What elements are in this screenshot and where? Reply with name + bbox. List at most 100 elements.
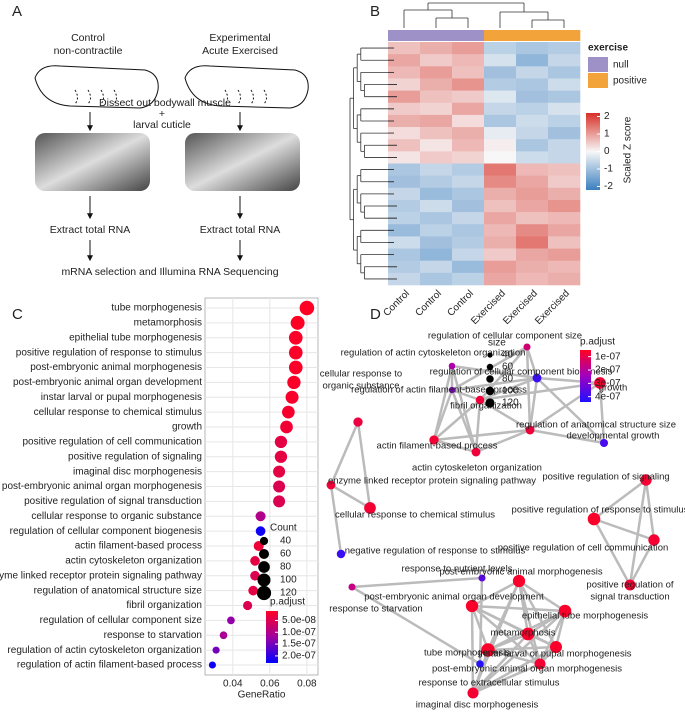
heat-cell xyxy=(484,199,517,213)
step-label: Dissect out bodywall muscle xyxy=(99,97,231,109)
edge xyxy=(433,438,477,454)
node xyxy=(336,549,346,559)
dot xyxy=(248,585,258,596)
edge xyxy=(525,346,539,379)
edge xyxy=(471,579,520,608)
node xyxy=(550,641,562,653)
node-label: regulation of actin cytoskeleton organiz… xyxy=(341,348,526,359)
heat-cell xyxy=(420,139,453,152)
heat-cell xyxy=(420,127,453,140)
heat-cell xyxy=(548,78,581,91)
heat-cell xyxy=(452,54,485,67)
edge xyxy=(450,365,478,453)
heat-cell xyxy=(452,127,485,140)
heat-cell xyxy=(452,260,485,274)
colorbar-label: 4e-07 xyxy=(595,391,621,402)
legend-label: 40 xyxy=(280,536,292,547)
heat-cell xyxy=(484,187,517,201)
heat-cell xyxy=(548,199,581,213)
heat-cell xyxy=(388,163,421,176)
larva xyxy=(184,65,309,109)
heat-cell xyxy=(452,175,485,189)
legend-label: 60 xyxy=(280,549,292,560)
annotation-cell xyxy=(420,30,453,41)
heat-cell xyxy=(452,248,485,261)
heat-cell xyxy=(484,114,517,128)
node-label: positive regulation of signaling xyxy=(542,472,669,483)
column-label: Exercised xyxy=(533,288,572,327)
legend-label: 80 xyxy=(280,562,292,573)
step-label: + xyxy=(159,108,165,120)
heat-cell xyxy=(484,272,517,286)
heat-cell xyxy=(516,187,549,201)
edge xyxy=(470,605,490,651)
heat-cell xyxy=(420,102,453,116)
heat-cell xyxy=(516,102,549,116)
legend-dot xyxy=(258,548,270,560)
heat-cell xyxy=(516,54,549,67)
node xyxy=(467,687,479,699)
edge xyxy=(356,421,372,509)
legend-label: 100 xyxy=(280,575,297,586)
heat-cell xyxy=(420,54,453,67)
dot xyxy=(282,405,295,419)
annotation-cell xyxy=(548,30,581,41)
y-tick-label: regulation of actin filament-based proce… xyxy=(17,660,202,671)
legend-dot xyxy=(259,536,269,546)
heat-cell xyxy=(484,90,517,104)
y-tick-label: positive regulation of signal transducti… xyxy=(24,496,202,507)
y-tick-label: fibril organization xyxy=(126,600,202,611)
heat-cell xyxy=(516,272,549,286)
heat-cell xyxy=(420,163,453,176)
dot xyxy=(273,495,286,508)
heat-cell xyxy=(388,260,421,274)
dot xyxy=(212,646,220,654)
heat-cell xyxy=(452,42,485,55)
heat-cell xyxy=(388,212,421,225)
edge xyxy=(329,421,360,486)
colorbar xyxy=(586,113,600,190)
heat-cell xyxy=(484,102,517,116)
legend-label: 100 xyxy=(502,386,519,397)
node xyxy=(353,417,363,427)
dot xyxy=(290,315,305,330)
heat-cell xyxy=(548,54,581,67)
dot xyxy=(299,300,315,316)
heat-cell xyxy=(548,272,581,286)
heat-cell xyxy=(516,42,549,55)
edge xyxy=(478,577,484,665)
edge xyxy=(470,605,475,694)
edge xyxy=(472,610,566,694)
heat-cell xyxy=(388,199,421,213)
legend-dot xyxy=(486,375,494,383)
heat-cell xyxy=(516,114,549,128)
x-tick-label: 0.08 xyxy=(297,679,317,690)
edge xyxy=(329,484,343,555)
annotation-cell xyxy=(452,30,485,41)
heat-cell xyxy=(484,248,517,261)
heat-cell xyxy=(548,66,581,79)
legend-label: positive xyxy=(613,76,647,87)
y-tick-label: instar larval or pupal morphogenesis xyxy=(41,392,202,403)
colorbar-label: 1e-07 xyxy=(595,351,621,362)
y-tick-label: regulation of cellular component size xyxy=(40,615,203,626)
heat-cell xyxy=(452,272,485,286)
node-label: post-embryonic animal morphogenesis xyxy=(439,567,602,578)
dot xyxy=(227,616,235,625)
y-tick-label: post-embryonic animal morphogenesis xyxy=(30,362,202,373)
diagram xyxy=(34,65,309,262)
heat-cell xyxy=(420,90,453,104)
node xyxy=(326,480,336,490)
edge xyxy=(451,376,538,392)
edge xyxy=(451,364,538,380)
node xyxy=(599,438,609,448)
heat-cell xyxy=(548,102,581,116)
colorbar-label: 1.0e-07 xyxy=(282,627,316,638)
edge xyxy=(529,428,605,445)
y-tick-label: regulation of actin cytoskeleton organiz… xyxy=(7,645,202,656)
y-tick-label: post-embryonic animal organ development xyxy=(13,377,202,388)
node xyxy=(558,604,572,618)
dot xyxy=(280,420,293,434)
node-label: signal transduction xyxy=(590,592,669,603)
